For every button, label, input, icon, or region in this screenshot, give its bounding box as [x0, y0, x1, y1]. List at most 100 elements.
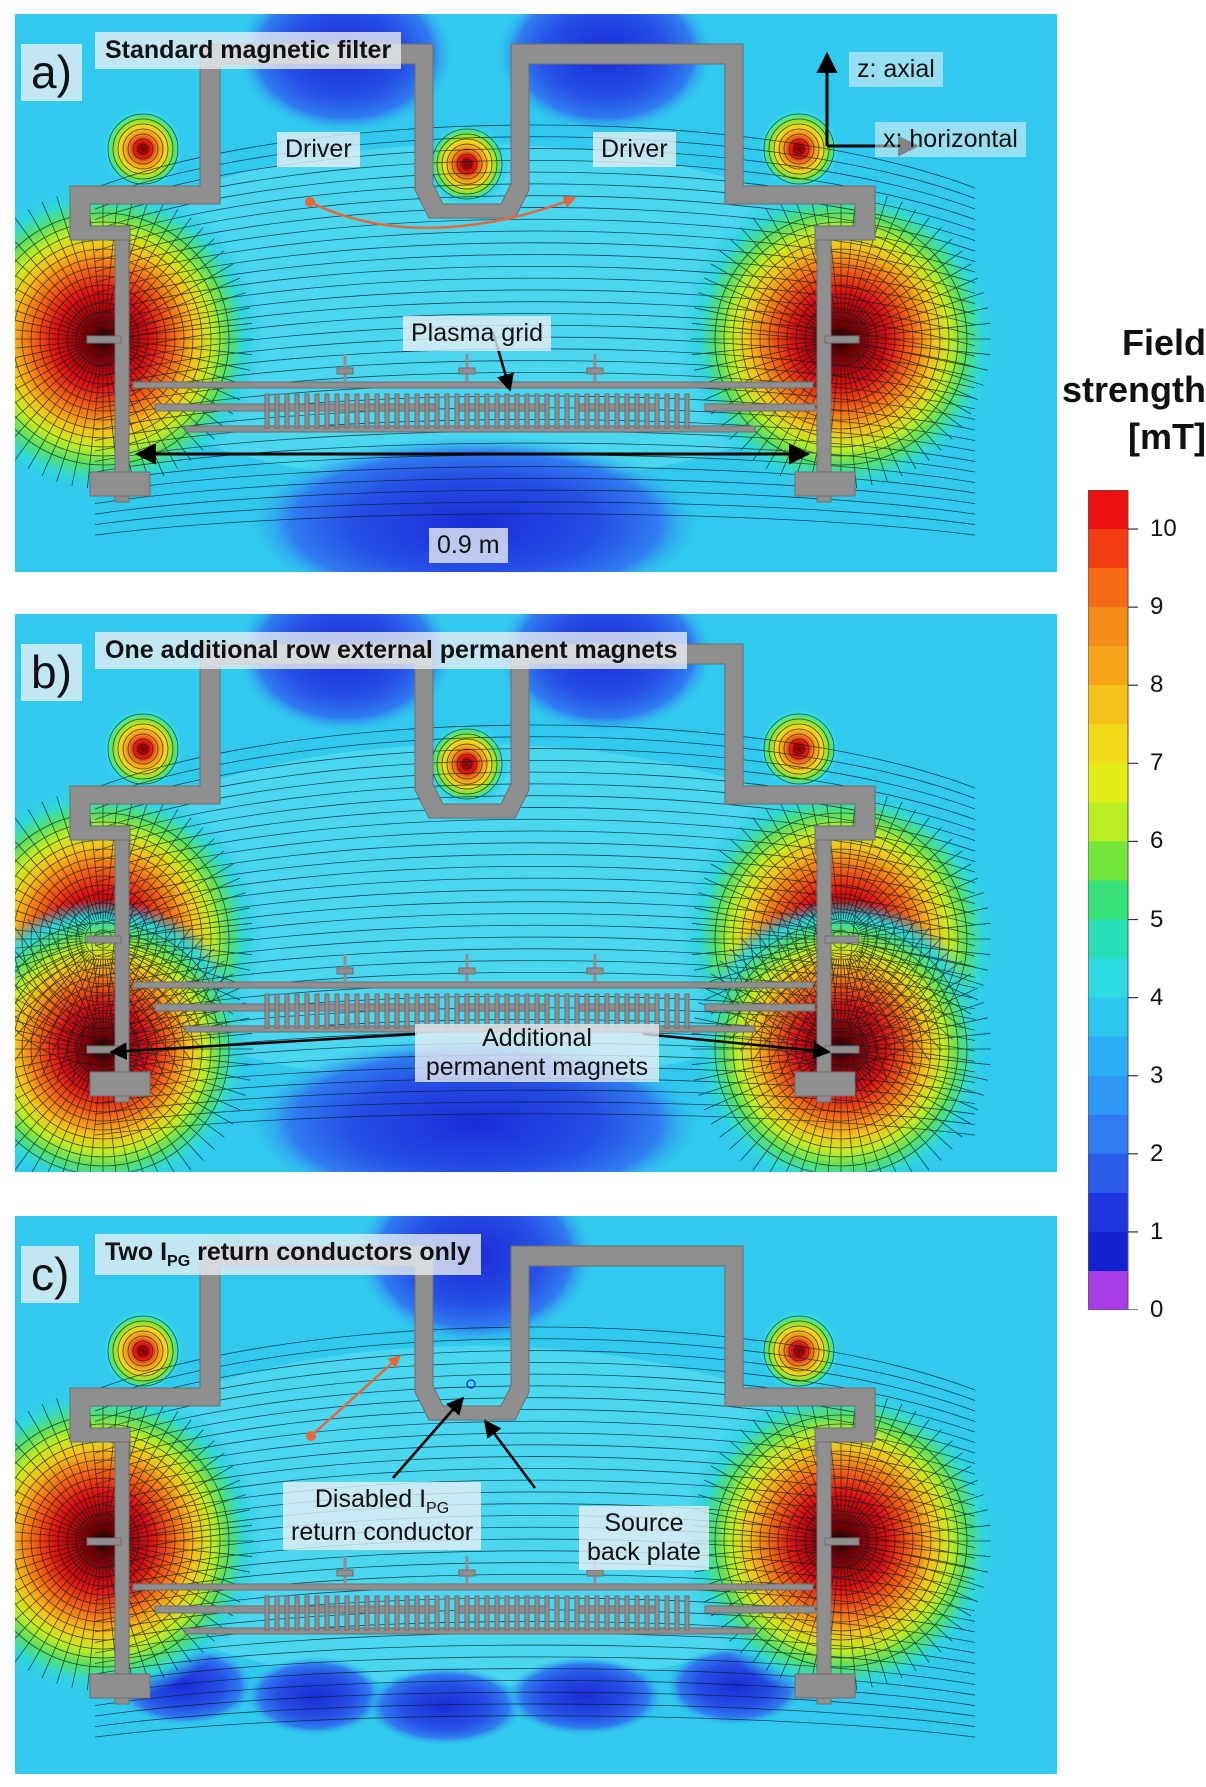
- grid-slot: [674, 993, 680, 1029]
- grid-slot: [274, 393, 280, 429]
- grid-slot: [684, 1595, 690, 1631]
- grid-slot: [534, 993, 540, 1029]
- grid-slot: [284, 393, 290, 429]
- colorbar-band: [1088, 919, 1128, 960]
- grid-slot: [544, 1595, 550, 1631]
- magnet-right: [824, 935, 860, 944]
- disabled-conductor-pointer: [392, 1396, 465, 1479]
- grid-post-cap: [586, 967, 604, 975]
- grid-slot: [364, 993, 370, 1029]
- grid-slot: [624, 393, 630, 429]
- grid-slot: [284, 993, 290, 1029]
- magnet-pointer-right: [642, 1032, 831, 1060]
- grid-slot: [294, 393, 300, 429]
- colorbar-tick-label: 8: [1150, 671, 1164, 699]
- grid-slot: [414, 1595, 420, 1631]
- grid-slot: [404, 993, 410, 1029]
- backplate-label-line2: back plate: [587, 1537, 701, 1566]
- panel-label-a: a): [21, 44, 82, 101]
- grid-slot: [634, 993, 640, 1029]
- grid-slot: [464, 993, 470, 1029]
- conductor-hot-spot: [101, 1309, 185, 1393]
- grid-segment: [704, 1605, 816, 1614]
- grid-slot: [544, 993, 550, 1029]
- colorbar-band: [1088, 1153, 1128, 1194]
- grid-slot: [334, 1595, 340, 1631]
- grid-slot: [284, 1595, 290, 1631]
- foot-right: [794, 471, 856, 497]
- grid-slot: [504, 393, 510, 429]
- disabled-label-line2: return conductor: [291, 1518, 474, 1547]
- extra-magnet-right: [824, 1045, 860, 1054]
- grid-slot: [324, 1595, 330, 1631]
- grid-slot: [334, 993, 340, 1029]
- grid-slot: [494, 393, 500, 429]
- grid-slot: [594, 1595, 600, 1631]
- grid-post-cap: [458, 967, 476, 975]
- grid-slot: [424, 1595, 430, 1631]
- panel-title-c-rest: return conductors only: [190, 1238, 471, 1266]
- low-field-region: [245, 1656, 385, 1736]
- panel-label-c: c): [21, 1246, 80, 1303]
- grid-slot: [344, 993, 350, 1029]
- grid-slot: [684, 393, 690, 429]
- grid-slot: [534, 1595, 540, 1631]
- panel-title-c: Two IPG return conductors only: [95, 1234, 481, 1276]
- grid-slot: [394, 993, 400, 1029]
- grid-slot: [464, 1595, 470, 1631]
- colorbar-band: [1088, 958, 1128, 999]
- grid-slot: [484, 993, 490, 1029]
- colorbar-title-line2: strength: [1062, 368, 1206, 410]
- foot-right: [794, 1673, 856, 1699]
- panel-b: b) One additional row external permanent…: [15, 614, 1057, 1172]
- plasma-grid-system: [132, 354, 816, 433]
- grid-slot: [394, 1595, 400, 1631]
- grid-slot: [564, 393, 570, 429]
- grid-slot: [514, 993, 520, 1029]
- grid-segment: [704, 1003, 816, 1012]
- foot-left: [89, 471, 151, 497]
- field-map-c: [15, 1216, 1057, 1774]
- grid-slot: [354, 993, 360, 1029]
- grid-plate-top: [132, 981, 814, 989]
- panel-c: c) Two IPG return conductors only Disabl…: [15, 1216, 1057, 1774]
- magnet-right: [824, 1537, 860, 1546]
- grid-slot: [554, 993, 560, 1029]
- grid-slot: [644, 1595, 650, 1631]
- colorbar-band: [1088, 529, 1128, 569]
- grid-slot: [614, 993, 620, 1029]
- grid-slot: [524, 1595, 530, 1631]
- grid-slot: [604, 393, 610, 429]
- grid-post-cap: [336, 967, 354, 975]
- grid-slot: [664, 1595, 670, 1631]
- colorbar-tick-label: 4: [1150, 983, 1164, 1011]
- grid-slot: [274, 993, 280, 1029]
- magnets-label-line1: Additional: [482, 1024, 592, 1052]
- grid-slot: [574, 1595, 580, 1631]
- colorbar-band: [1088, 802, 1128, 842]
- grid-slot: [384, 993, 390, 1029]
- grid-slot: [604, 993, 610, 1029]
- side-wall-right: [816, 839, 832, 1103]
- grid-slot: [414, 993, 420, 1029]
- trajectory-start: [305, 197, 315, 207]
- grid-slot: [544, 393, 550, 429]
- grid-slot: [664, 993, 670, 1029]
- colorbar-tick-label: 3: [1150, 1061, 1164, 1089]
- grid-slot: [344, 393, 350, 429]
- grid-slot: [264, 993, 270, 1029]
- grid-slot: [504, 1595, 510, 1631]
- magnet-right: [824, 335, 860, 344]
- colorbar-band: [1088, 568, 1128, 608]
- colorbar-frame: [1088, 490, 1129, 1310]
- grid-slot: [514, 393, 520, 429]
- grid-slot: [484, 393, 490, 429]
- magnet-pointer-left: [109, 1032, 418, 1060]
- driver-right-label: Driver: [593, 132, 676, 167]
- side-wall-left: [114, 239, 130, 503]
- source-housing: [69, 643, 876, 1103]
- grid-slot: [374, 993, 380, 1029]
- disabled-conductor-label: Disabled IPG return conductor: [283, 1482, 482, 1551]
- grid-slot: [334, 393, 340, 429]
- colorbar-band: [1088, 880, 1128, 921]
